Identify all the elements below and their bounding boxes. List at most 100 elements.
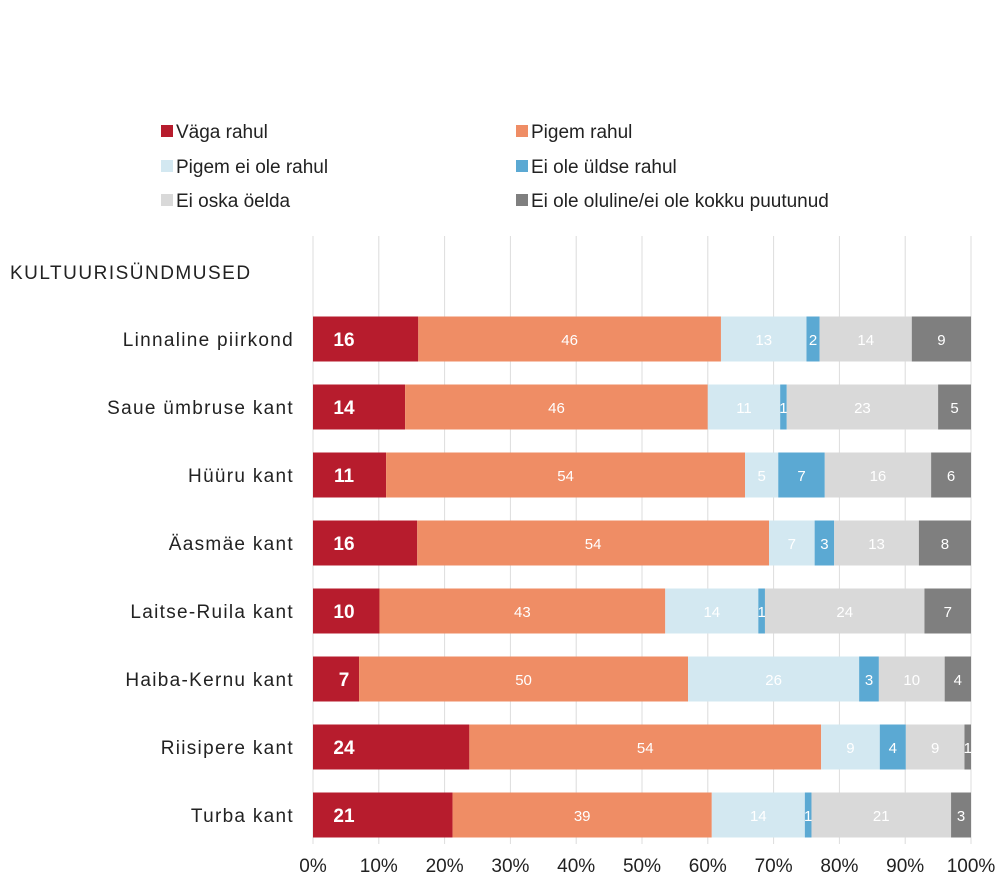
x-tick-label: 100%	[947, 856, 996, 877]
legend-label: Ei oska öelda	[176, 191, 291, 212]
bar-segment	[469, 724, 822, 770]
bar-segment	[405, 384, 708, 430]
legend-swatch	[161, 125, 173, 137]
legend-label: Ei ole oluline/ei ole kokku puutunud	[531, 191, 829, 212]
bar-segment	[905, 724, 965, 770]
bar-segment	[911, 316, 971, 362]
legend-label: Pigem rahul	[531, 122, 632, 143]
data-label: 21	[873, 808, 890, 825]
bar-row: 16 46 13 2 14 9	[313, 316, 971, 362]
bar-segment	[824, 452, 932, 498]
data-label: 1	[779, 400, 787, 417]
bar-segment	[758, 588, 765, 634]
bar-segment	[859, 656, 879, 702]
legend-swatch	[516, 160, 528, 172]
data-label: 13	[868, 536, 885, 553]
x-tick-label: 60%	[689, 856, 727, 877]
data-label: 3	[820, 536, 828, 553]
bar-segment	[665, 588, 759, 634]
bar-segment	[417, 520, 770, 566]
data-label: 4	[954, 672, 962, 689]
data-label: 1	[804, 808, 812, 825]
data-label: 14	[750, 808, 767, 825]
bar-segment	[931, 452, 971, 498]
bar-segment	[834, 520, 919, 566]
data-label: 23	[854, 400, 871, 417]
data-label: 7	[339, 670, 350, 691]
legend-item: Ei ole üldse rahul	[516, 157, 677, 178]
bar-segment	[313, 656, 360, 702]
category-label: Hüüru kant	[188, 466, 294, 487]
bar-segment	[745, 452, 779, 498]
bar-segment	[359, 656, 689, 702]
bar-segment	[778, 452, 825, 498]
data-label: 7	[944, 604, 952, 621]
data-label: 9	[937, 332, 945, 349]
bar-segment	[313, 724, 470, 770]
data-label: 14	[333, 398, 355, 419]
x-tick-label: 40%	[557, 856, 595, 877]
bar-segment	[313, 588, 380, 634]
bar-row: 14 46 11 1 23 5	[313, 384, 971, 430]
legend-label: Ei ole üldse rahul	[531, 157, 677, 178]
category-label: Saue ümbruse kant	[107, 398, 294, 419]
data-label: 54	[585, 536, 602, 553]
data-label: 5	[757, 468, 765, 485]
section-title: KULTUURISÜNDMUSED	[10, 263, 252, 284]
data-label: 43	[514, 604, 531, 621]
data-label: 24	[836, 604, 853, 621]
bar-segment	[811, 792, 952, 838]
data-label: 1	[964, 740, 972, 757]
data-label: 14	[857, 332, 874, 349]
data-label: 5	[950, 400, 958, 417]
bar-row: 16 54 7 3 13 8	[313, 520, 971, 566]
bar-segment	[418, 316, 721, 362]
category-label: Linnaline piirkond	[123, 330, 294, 351]
legend-swatch	[161, 194, 173, 206]
data-label: 1	[757, 604, 765, 621]
data-label: 11	[334, 466, 355, 487]
x-tick-label: 90%	[886, 856, 924, 877]
category-label: Äasmäe kant	[169, 534, 294, 555]
bar-segment	[944, 656, 971, 702]
bar-segment	[379, 588, 666, 634]
data-label: 13	[755, 332, 772, 349]
data-label: 39	[574, 808, 591, 825]
bar-segment	[711, 792, 805, 838]
data-label: 16	[333, 534, 354, 555]
x-tick-label: 20%	[426, 856, 464, 877]
legend-swatch	[516, 194, 528, 206]
bar-segment	[313, 384, 406, 430]
x-tick-label: 70%	[755, 856, 793, 877]
data-label: 8	[941, 536, 949, 553]
data-label: 7	[788, 536, 796, 553]
bar-segment	[707, 384, 781, 430]
bar-segment	[313, 792, 453, 838]
bar-segment	[951, 792, 971, 838]
bar-segment	[814, 520, 835, 566]
bar-row: 10 43 14 1 24 7	[313, 588, 971, 634]
legend-item: Pigem rahul	[516, 122, 632, 143]
data-label: 21	[333, 806, 355, 827]
bar-segment	[938, 384, 971, 430]
data-label: 54	[557, 468, 574, 485]
data-label: 11	[736, 400, 752, 417]
legend-swatch	[516, 125, 528, 137]
bar-segment	[386, 452, 746, 498]
bar-segment	[924, 588, 971, 634]
bar-segment	[313, 452, 387, 498]
bar-row: 7 50 26 3 10 4	[313, 656, 971, 702]
legend-item: Ei ole oluline/ei ole kokku puutunud	[516, 191, 829, 212]
legend-item: Pigem ei ole rahul	[161, 157, 328, 178]
bar-segment	[821, 724, 880, 770]
data-label: 10	[333, 602, 354, 623]
x-tick-label: 0%	[299, 856, 327, 877]
data-label: 7	[797, 468, 805, 485]
bar-segment	[313, 520, 418, 566]
x-tick-label: 80%	[820, 856, 858, 877]
bar-segment	[764, 588, 925, 634]
data-label: 3	[957, 808, 965, 825]
legend-label: Väga rahul	[176, 122, 268, 143]
bar-segment	[769, 520, 815, 566]
